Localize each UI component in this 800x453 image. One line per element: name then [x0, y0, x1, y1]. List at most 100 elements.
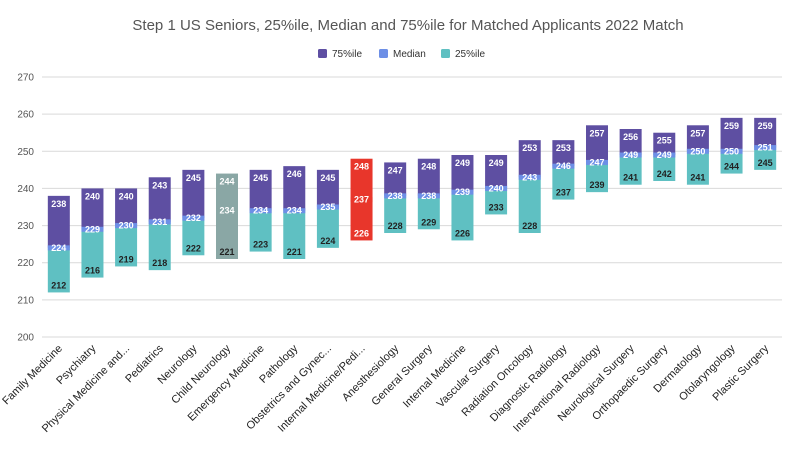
data-label-25th: 219: [119, 254, 134, 264]
y-tick-label: 240: [17, 184, 34, 195]
bar-median: [518, 174, 541, 180]
bar-25th: [451, 192, 474, 241]
legend-label: 25%ile: [455, 49, 485, 60]
bar-25th: [686, 151, 709, 185]
bar-group: 259 250 244: [720, 117, 743, 174]
bar-median: [249, 208, 272, 214]
data-label-median: 251: [758, 143, 773, 153]
bar-group: 245 234 223: [249, 169, 272, 252]
bar-25th: [586, 162, 608, 193]
bar-median: [384, 193, 407, 199]
legend-item: Median: [379, 49, 426, 60]
bar-75th: [451, 155, 474, 193]
bar-75th: [653, 132, 676, 155]
bar-median: [552, 163, 575, 169]
legend-swatch: [379, 49, 388, 58]
data-label-25th: 233: [489, 202, 504, 212]
bar-group: 246 234 221: [283, 166, 306, 259]
bar-median: [686, 148, 709, 154]
bar-group: 248 238 229: [417, 158, 440, 230]
legend-swatch: [318, 49, 327, 58]
y-tick-label: 230: [17, 221, 34, 232]
bar-median: [586, 159, 608, 165]
data-label-25th: 222: [186, 243, 201, 253]
bar-25th: [81, 229, 104, 278]
data-label-75th: 249: [489, 158, 504, 168]
data-label-75th: 248: [421, 162, 436, 172]
bar-75th: [518, 140, 541, 178]
data-label-median: 240: [489, 183, 504, 193]
data-label-median: 230: [119, 221, 134, 231]
bar-25th: [350, 199, 373, 241]
bar-median: [653, 152, 676, 158]
data-label-median: 249: [657, 150, 672, 160]
bar-median: [754, 145, 777, 151]
bar-25th: [720, 151, 743, 174]
bar-25th: [47, 247, 70, 293]
data-label-25th: 221: [287, 247, 302, 257]
y-tick-label: 260: [17, 110, 34, 121]
data-label-median: 234: [287, 206, 302, 216]
data-label-median: 224: [51, 243, 66, 253]
bar-group: 249 239 226: [451, 155, 474, 241]
bar-median: [720, 148, 743, 154]
data-label-25th: 245: [758, 158, 773, 168]
bar-75th: [115, 188, 138, 226]
bar-25th: [316, 207, 339, 248]
data-label-25th: 237: [556, 188, 571, 198]
bar-median: [451, 189, 474, 195]
legend-item: 25%ile: [441, 49, 485, 60]
data-label-median: 249: [623, 150, 638, 160]
bar-75th: [81, 188, 104, 230]
bar-median: [316, 204, 339, 210]
bar-group: 240 230 219: [115, 188, 138, 267]
bar-75th: [316, 169, 339, 207]
data-label-75th: 245: [320, 173, 335, 183]
data-label-median: 238: [388, 191, 403, 201]
bar-75th: [686, 125, 709, 152]
data-label-75th: 245: [186, 173, 201, 183]
data-label-25th: 216: [85, 266, 100, 276]
data-label-median: 246: [556, 161, 571, 171]
data-label-25th: 241: [690, 173, 705, 183]
bar-75th: [552, 140, 575, 167]
bar-75th: [586, 125, 608, 163]
data-label-median: 239: [455, 187, 470, 197]
bar-75th: [283, 166, 306, 211]
bar-median: [47, 245, 70, 251]
bar-25th: [754, 147, 777, 170]
x-tick-label: Family Medicine: [0, 343, 65, 408]
y-tick-label: 220: [17, 258, 34, 269]
data-label-25th: 226: [354, 228, 369, 238]
data-label-median: 234: [219, 206, 234, 216]
data-label-75th: 240: [119, 191, 134, 201]
bar-75th: [485, 155, 508, 189]
data-label-25th: 221: [219, 247, 234, 257]
x-tick-label: Internal Medicine: [401, 343, 469, 411]
bar-75th: [754, 117, 777, 148]
data-label-median: 229: [85, 224, 100, 234]
x-tick-label: Child Neurology: [169, 342, 233, 406]
bar-25th: [384, 195, 407, 233]
bar-group: 240 229 216: [81, 188, 104, 278]
legend-item: 75%ile: [318, 49, 362, 60]
data-label-75th: 248: [354, 162, 369, 172]
data-label-25th: 228: [522, 221, 537, 231]
data-label-median: 247: [589, 157, 604, 167]
bar-group: 257 250 241: [686, 125, 709, 185]
data-label-25th: 242: [657, 169, 672, 179]
data-label-25th: 226: [455, 228, 470, 238]
data-label-75th: 259: [724, 121, 739, 131]
data-label-25th: 241: [623, 173, 638, 183]
y-tick-label: 210: [17, 295, 34, 306]
data-label-median: 250: [690, 146, 705, 156]
bar-median: [417, 193, 440, 199]
data-label-25th: 212: [51, 280, 66, 290]
data-label-median: 235: [320, 202, 335, 212]
y-tick-label: 200: [17, 333, 34, 344]
data-label-75th: 253: [522, 143, 537, 153]
bar-group: 244 234 221: [216, 173, 238, 259]
data-label-75th: 238: [51, 199, 66, 209]
legend: 75%ile Median 25%ile: [318, 49, 485, 60]
